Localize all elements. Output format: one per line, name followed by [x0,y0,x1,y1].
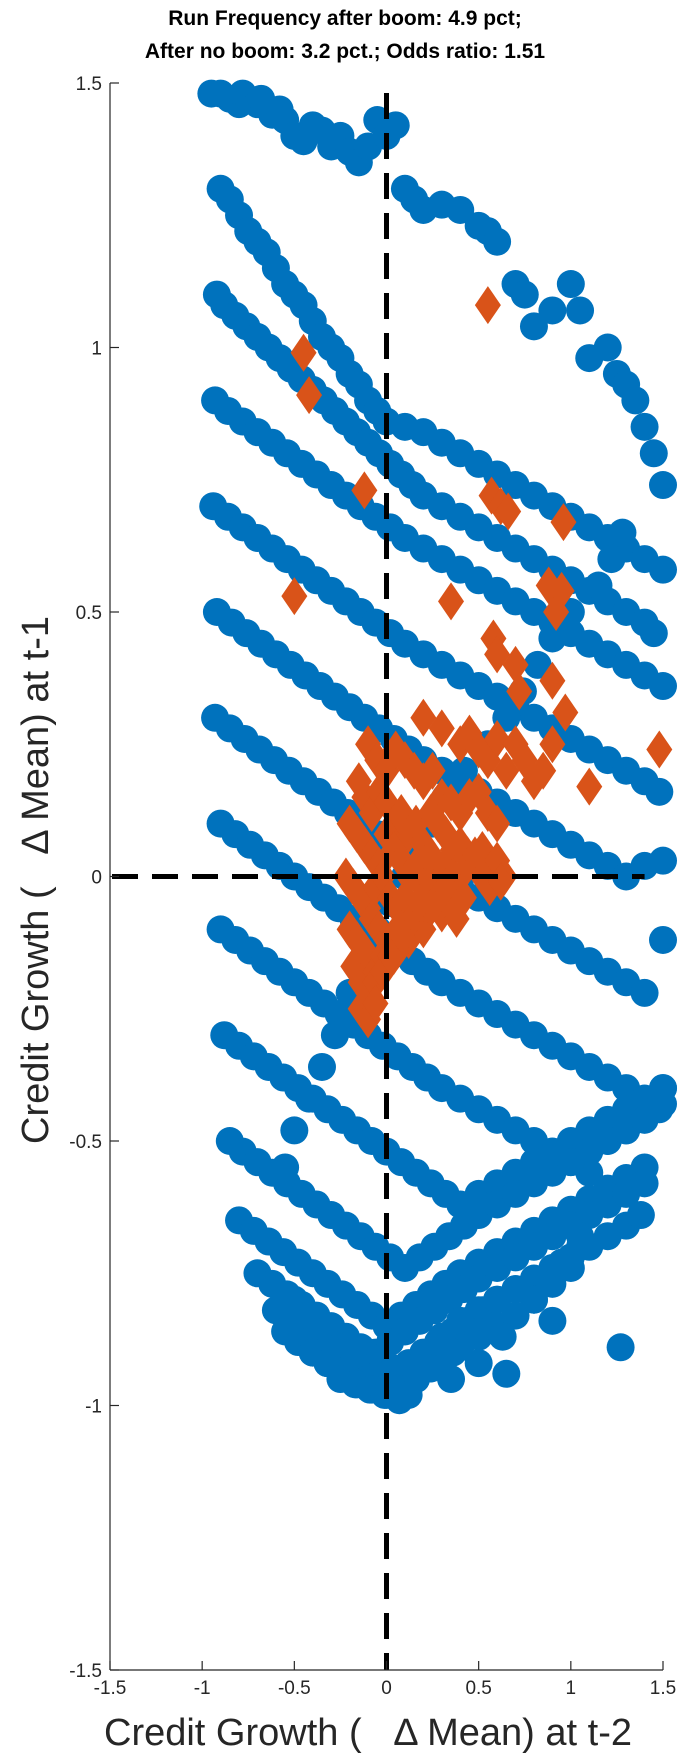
scatter-point-circle [483,227,512,256]
scatter-point-diamond [550,503,577,542]
y-tick-label: 0.5 [76,603,102,624]
y-tick-label: -0.5 [69,1132,102,1153]
x-tick-label: -0.5 [278,1678,311,1699]
chart-title-line-2: After no boom: 3.2 pct.; Odds ratio: 1.5… [145,40,546,63]
plot-area [197,79,677,1415]
y-tick-label: -1.5 [69,1661,102,1682]
scatter-point-circle [437,1365,466,1394]
scatter-point-diamond [484,719,511,758]
scatter-point-circle [584,571,613,600]
scatter-point-circle [446,195,475,224]
x-tick-label: 0 [381,1678,392,1699]
scatter-point-diamond [438,582,465,621]
scatter-point-diamond [296,376,323,415]
scatter-point-circle [597,545,626,574]
scatter-point-diamond [530,751,557,790]
scatter-point-diamond [351,471,378,510]
scatter-point-diamond [646,730,673,769]
reference-lines [112,93,645,1670]
scatter-point-diamond [406,883,433,922]
x-axis-label: Credit Growth ( Δ Mean) at t-2 [104,1712,632,1754]
scatter-point-diamond [548,571,575,610]
scatter-point-circle [606,1333,635,1362]
scatter-point-circle [538,624,567,653]
chart-title-line-1: Run Frequency after boom: 4.9 pct; [168,7,522,30]
scatter-point-circle [593,333,622,362]
scatter-point-circle [649,672,677,701]
axes: -1.5 -1 -0.5 0 0.5 1 1.5 -1.5 -1 -0.5 0 0.5 1 1.5 [69,74,676,1699]
scatter-point-circle [320,1021,349,1050]
scatter-point-circle [626,1201,655,1230]
scatter-point-diamond [384,910,411,949]
scatter-point-circle [307,1052,336,1081]
scatter-point-circle [523,650,552,679]
scatter-point-circle [295,1084,324,1113]
scatter-point-diamond [552,693,579,732]
scatter-point-circle [649,471,677,500]
scatter-point-diamond [539,661,566,700]
scatter-point-diamond [281,577,308,616]
x-tick-label: 1 [566,1678,577,1699]
scatter-point-circle [649,1074,677,1103]
scatter-point-circle [280,1116,309,1145]
x-tick-label: 0.5 [465,1678,491,1699]
scatter-point-circle [649,925,677,954]
y-tick-label: 1.5 [76,74,102,95]
scatter-point-diamond [428,709,455,748]
scatter-point-diamond [506,672,533,711]
y-tick-label: 1 [91,339,102,360]
scatter-point-circle [639,439,668,468]
scatter-point-circle [538,1306,567,1335]
scatter-point-circle [645,1095,674,1124]
scatter-point-diamond [474,286,501,325]
scatter-point-circle [519,312,548,341]
scatter-point-circle [488,1322,517,1351]
scatter-point-diamond [539,725,566,764]
scatter-point-diamond [495,492,522,531]
y-tick-label: 0 [91,868,102,889]
scatter-point-circle [501,1301,530,1330]
scatter-point-diamond [502,645,529,684]
scatter-point-diamond [419,751,446,790]
scatter-point-circle [630,1169,659,1198]
scatter-point-circle [649,555,677,584]
scatter-point-circle [566,296,595,325]
scatter-point-circle [621,386,650,415]
scatter-point-circle [519,1285,548,1314]
scatter-point-circle [271,1153,300,1182]
scatter-point-circle [630,978,659,1007]
scatter-point-diamond [484,804,511,843]
scatter-point-circle [538,1269,567,1298]
scatter-point-circle [438,1338,467,1367]
scatter-point-circle [649,846,677,875]
scatter-point-circle [630,412,659,441]
x-tick-label: 1.5 [650,1678,676,1699]
scatter-point-circle [608,518,637,547]
scatter-point-circle [394,1380,423,1409]
scatter-point-circle [464,1349,493,1378]
scatter-point-circle [566,1222,595,1251]
y-tick-label: -1 [85,1397,102,1418]
scatter-point-circle [492,1359,521,1388]
scatter-point-circle [510,280,539,309]
scatter-point-circle [645,777,674,806]
scatter-point-diamond [362,984,389,1023]
x-tick-label: -1.5 [94,1678,127,1699]
scatter-point-circle [556,270,585,299]
scatter-point-circle [538,296,567,325]
scatter-point-diamond [487,862,514,901]
scatter-point-circle [639,619,668,648]
scatter-point-circle [449,756,478,785]
x-tick-label: -1 [194,1678,211,1699]
scatter-point-diamond [576,767,603,806]
scatter-point-circle [464,1317,493,1346]
scatter-point-circle [547,1248,576,1277]
y-axis-label: Credit Growth ( Δ Mean) at t-1 [15,616,57,1144]
scatter-point-diamond [290,333,317,372]
